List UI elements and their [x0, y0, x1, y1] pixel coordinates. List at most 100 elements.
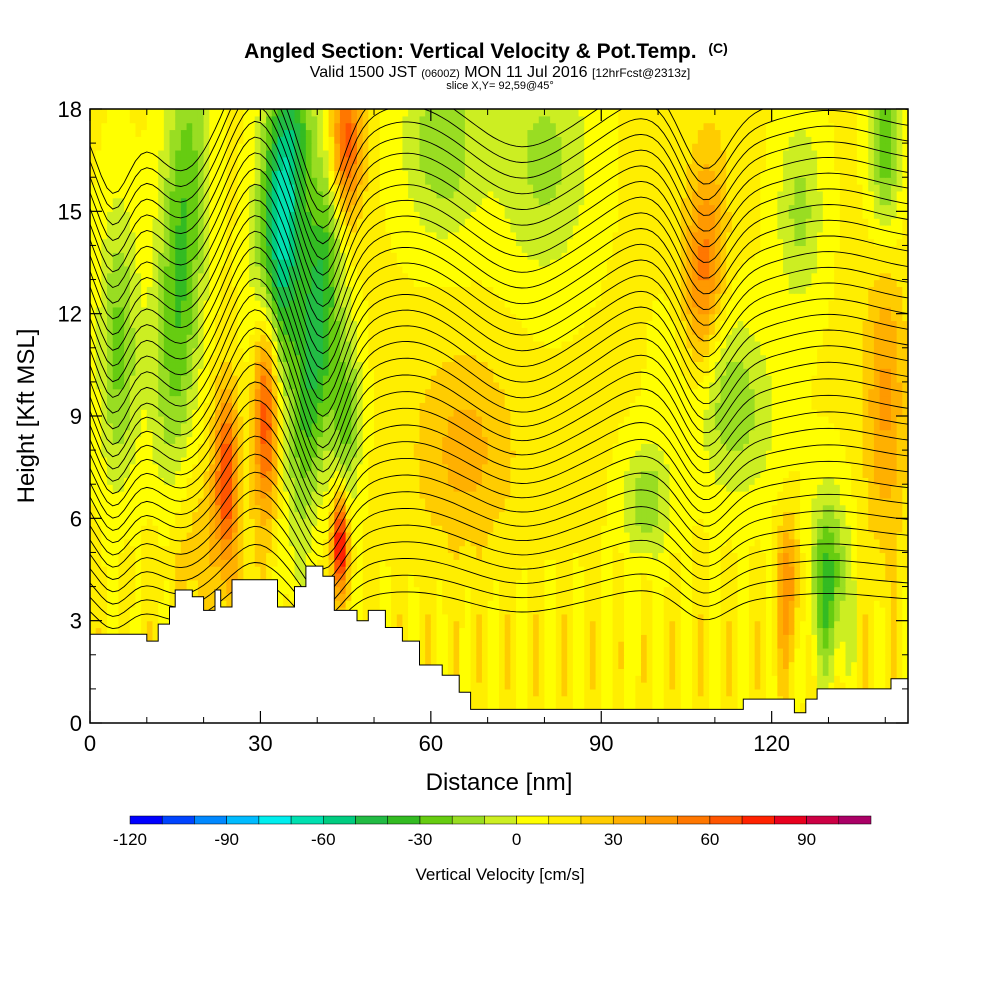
- velocity-cell: [527, 586, 534, 594]
- velocity-cell: [107, 627, 114, 635]
- velocity-cell: [663, 682, 671, 690]
- velocity-cell: [533, 675, 540, 683]
- velocity-cell: [447, 545, 455, 554]
- velocity-cell: [339, 525, 347, 533]
- velocity-cell: [226, 531, 233, 540]
- velocity-cell: [828, 531, 835, 540]
- velocity-cell: [612, 668, 619, 676]
- velocity-cell: [845, 531, 852, 540]
- velocity-cell: [794, 538, 801, 547]
- velocity-cell: [760, 654, 767, 663]
- velocity-cell: [413, 620, 421, 629]
- velocity-cell: [214, 545, 222, 554]
- velocity-cell: [771, 538, 778, 547]
- velocity-cell: [163, 518, 171, 526]
- velocity-cell: [146, 627, 154, 635]
- velocity-cell: [697, 504, 705, 513]
- velocity-cell: [658, 682, 665, 690]
- velocity-cell: [504, 654, 511, 663]
- velocity-cell: [623, 695, 631, 704]
- velocity-cell: [493, 531, 500, 540]
- velocity-cell: [663, 613, 671, 622]
- velocity-cell: [396, 497, 404, 506]
- velocity-cell: [794, 702, 801, 710]
- velocity-cell: [243, 538, 250, 547]
- velocity-cell: [510, 600, 517, 608]
- velocity-cell: [800, 566, 807, 574]
- velocity-cell: [800, 531, 807, 540]
- velocity-cell: [351, 518, 358, 526]
- velocity-cell: [481, 593, 489, 601]
- velocity-cell: [794, 620, 801, 629]
- velocity-cell: [754, 531, 761, 540]
- velocity-cell: [152, 572, 159, 581]
- velocity-cell: [453, 484, 460, 492]
- velocity-cell: [374, 504, 381, 513]
- velocity-cell: [658, 668, 665, 676]
- velocity-cell: [271, 484, 279, 492]
- velocity-cell: [879, 511, 886, 519]
- velocity-cell: [731, 579, 739, 588]
- velocity-cell: [493, 566, 500, 574]
- velocity-cell: [538, 634, 546, 642]
- velocity-cell: [214, 497, 222, 506]
- velocity-cell: [629, 600, 636, 608]
- velocity-cell: [856, 525, 864, 533]
- velocity-cell: [459, 545, 466, 554]
- velocity-cell: [822, 538, 830, 547]
- velocity-cell: [453, 545, 460, 554]
- velocity-cell: [504, 634, 511, 642]
- velocity-cell: [606, 572, 614, 581]
- velocity-cell: [95, 497, 102, 506]
- velocity-cell: [271, 545, 279, 554]
- velocity-cell: [743, 627, 750, 635]
- velocity-cell: [129, 586, 137, 594]
- velocity-cell: [538, 695, 546, 704]
- velocity-cell: [879, 579, 886, 588]
- velocity-cell: [521, 552, 528, 560]
- velocity-cell: [476, 613, 483, 622]
- velocity-cell: [748, 531, 756, 540]
- velocity-cell: [692, 531, 699, 540]
- velocity-cell: [635, 600, 642, 608]
- velocity-cell: [124, 552, 131, 560]
- velocity-cell: [805, 531, 813, 540]
- velocity-cell: [606, 627, 614, 635]
- velocity-cell: [743, 511, 750, 519]
- velocity-cell: [442, 600, 449, 608]
- velocity-cell: [680, 572, 688, 581]
- velocity-cell: [368, 600, 375, 608]
- velocity-cell: [521, 627, 528, 635]
- velocity-cell: [169, 600, 176, 608]
- velocity-cell: [896, 600, 903, 608]
- velocity-cell: [692, 491, 699, 499]
- velocity-cell: [470, 613, 477, 622]
- velocity-cell: [589, 552, 597, 560]
- velocity-cell: [697, 661, 705, 670]
- velocity-cell: [845, 668, 852, 676]
- velocity-cell: [305, 484, 313, 492]
- velocity-cell: [220, 518, 227, 526]
- velocity-cell: [680, 668, 688, 676]
- velocity-cell: [464, 627, 472, 635]
- velocity-cell: [845, 600, 852, 608]
- velocity-cell: [453, 497, 460, 506]
- velocity-cell: [442, 654, 449, 663]
- velocity-cell: [544, 497, 551, 506]
- velocity-cell: [555, 579, 563, 588]
- velocity-cell: [567, 572, 574, 581]
- velocity-cell: [555, 511, 563, 519]
- velocity-cell: [533, 627, 540, 635]
- velocity-cell: [538, 627, 546, 635]
- velocity-cell: [731, 593, 739, 601]
- velocity-cell: [402, 552, 409, 560]
- velocity-cell: [839, 559, 847, 567]
- velocity-cell: [572, 518, 580, 526]
- velocity-cell: [629, 566, 636, 574]
- velocity-cell: [686, 641, 693, 649]
- velocity-cell: [817, 675, 824, 683]
- velocity-cell: [760, 491, 767, 499]
- velocity-cell: [851, 552, 858, 560]
- velocity-cell: [544, 675, 551, 683]
- velocity-cell: [709, 634, 716, 642]
